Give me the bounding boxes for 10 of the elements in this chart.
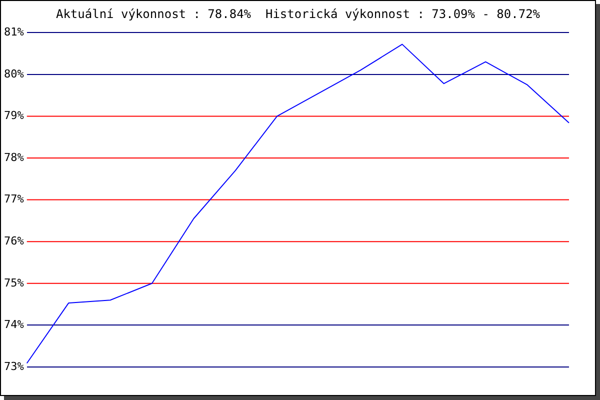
y-tick-label: 80% — [4, 67, 24, 80]
chart-title: Aktuální výkonnost : 78.84% Historická výkonnost : 73.09% - 80.72% — [54, 7, 542, 21]
y-tick-label: 75% — [4, 276, 24, 290]
y-tick-label: 81% — [4, 25, 24, 38]
y-tick-label: 77% — [4, 192, 24, 206]
y-tick-label: 73% — [4, 360, 24, 373]
y-tick-label: 78% — [4, 150, 24, 164]
y-tick-label: 79% — [4, 109, 24, 122]
y-tick-label: 76% — [4, 234, 24, 248]
y-tick-label: 74% — [4, 318, 24, 332]
